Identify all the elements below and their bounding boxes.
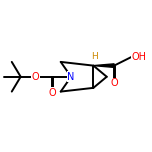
Text: N: N xyxy=(67,72,75,82)
Text: H: H xyxy=(92,52,98,61)
Text: O: O xyxy=(32,72,39,82)
Text: O: O xyxy=(110,78,118,88)
Text: OH: OH xyxy=(132,52,147,62)
Text: O: O xyxy=(48,88,56,98)
Polygon shape xyxy=(93,64,114,67)
